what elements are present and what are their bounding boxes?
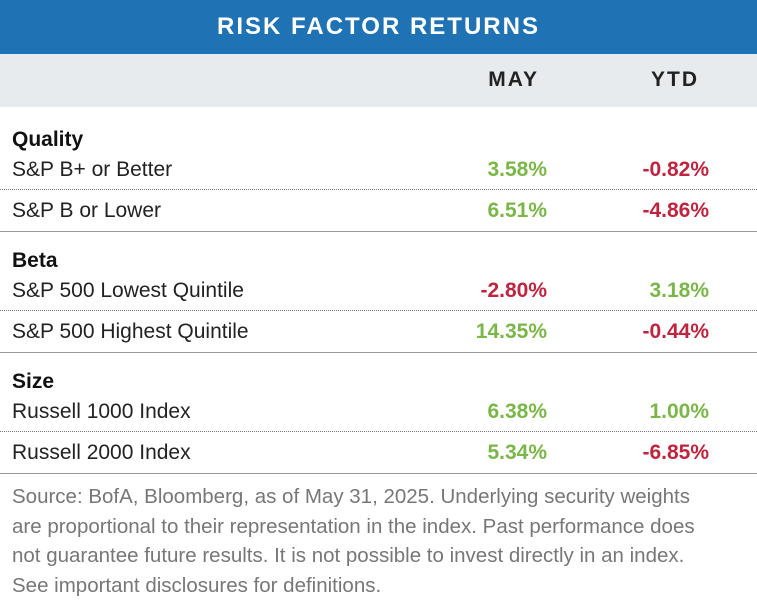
group-divider xyxy=(0,231,757,232)
table-title: RISK FACTOR RETURNS xyxy=(0,0,757,54)
row-label: Russell 1000 Index xyxy=(12,400,191,423)
may-value: 6.51% xyxy=(487,199,547,222)
row-label: S&P B or Lower xyxy=(12,199,162,222)
column-header-ytd: YTD xyxy=(651,68,699,91)
ytd-value: -6.85% xyxy=(642,441,709,464)
ytd-value: -4.86% xyxy=(642,199,709,222)
column-header-row: MAY YTD xyxy=(0,54,757,107)
row-divider xyxy=(0,431,757,432)
ytd-value: 1.00% xyxy=(649,400,709,423)
may-value: 5.34% xyxy=(487,441,547,464)
may-value: 14.35% xyxy=(475,320,547,343)
may-value: 3.58% xyxy=(487,158,547,181)
row-label: S&P B+ or Better xyxy=(12,158,173,181)
may-value: 6.38% xyxy=(487,400,547,423)
source-note: Source: BofA, Bloomberg, as of May 31, 2… xyxy=(12,485,695,597)
row-label: Russell 2000 Index xyxy=(12,441,191,464)
table-bottom-divider xyxy=(0,473,757,474)
ytd-value: -0.82% xyxy=(642,158,709,181)
ytd-value: -0.44% xyxy=(642,320,709,343)
group-title-quality: Quality xyxy=(12,128,84,151)
row-divider xyxy=(0,189,757,190)
row-label: S&P 500 Lowest Quintile xyxy=(12,279,244,302)
may-value: -2.80% xyxy=(480,279,547,302)
column-header-may: MAY xyxy=(488,68,539,91)
ytd-value: 3.18% xyxy=(649,279,709,302)
row-label: S&P 500 Highest Quintile xyxy=(12,320,249,343)
row-divider xyxy=(0,310,757,311)
group-title-size: Size xyxy=(12,370,55,393)
group-title-beta: Beta xyxy=(12,249,58,272)
group-divider xyxy=(0,352,757,353)
